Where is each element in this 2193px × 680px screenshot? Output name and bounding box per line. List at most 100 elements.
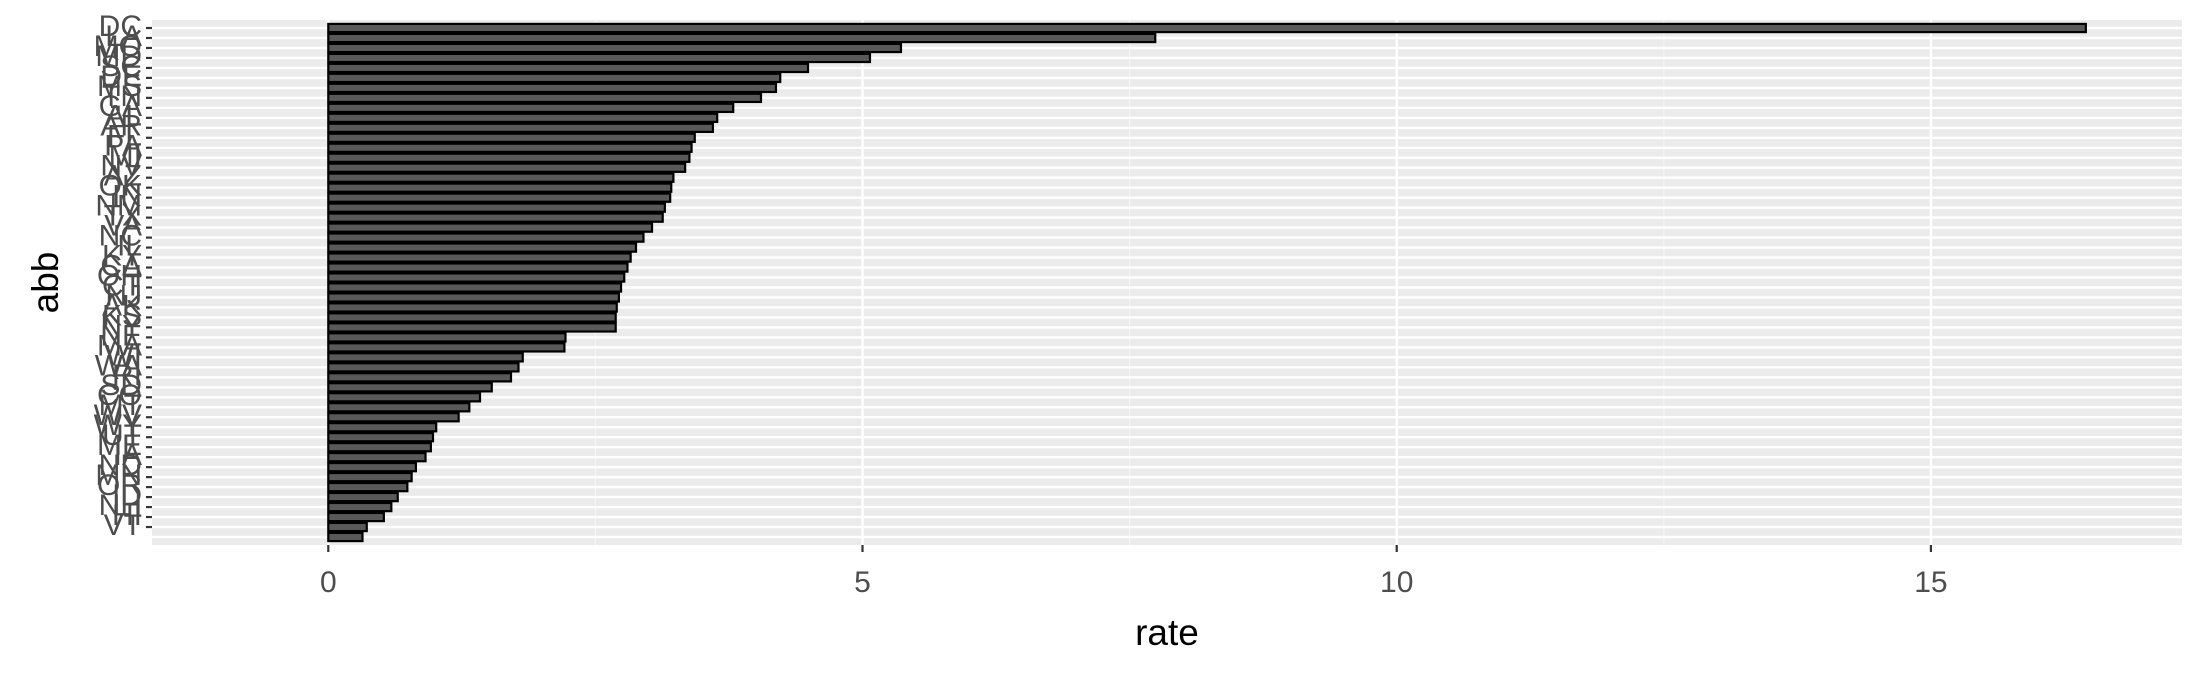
bar	[327, 461, 417, 473]
bar	[327, 451, 427, 463]
x-tick-label: 15	[1914, 566, 1947, 599]
bar	[327, 382, 493, 393]
bar	[327, 242, 638, 253]
bar	[327, 202, 666, 213]
bar	[327, 272, 626, 283]
y-tick-label: MA	[97, 329, 142, 362]
bar	[327, 362, 520, 373]
y-tick-label: HI	[112, 499, 142, 532]
y-tick-label: TN	[102, 80, 142, 113]
bar	[327, 441, 432, 453]
bar	[327, 501, 393, 513]
y-tick-label: WI	[105, 339, 142, 372]
bar	[327, 372, 513, 383]
y-tick-label: KY	[102, 239, 142, 272]
bar	[327, 132, 696, 143]
y-tick-label: DE	[100, 60, 142, 93]
y-tick-label: ID	[112, 479, 142, 512]
bar	[327, 332, 567, 343]
bar	[327, 42, 903, 54]
y-tick-label: CA	[100, 249, 142, 282]
y-tick-label: OH	[97, 259, 142, 292]
y-tick-label: NV	[100, 150, 142, 183]
y-tick-label: AR	[100, 110, 142, 143]
bar	[327, 62, 810, 74]
y-tick-label: UT	[102, 419, 142, 452]
y-tick-label: ME	[97, 429, 142, 462]
y-tick-label: IA	[114, 439, 142, 472]
bar	[327, 402, 471, 413]
bar	[327, 222, 654, 233]
y-tick-label: ND	[99, 449, 142, 482]
bar	[327, 92, 763, 104]
bar	[327, 342, 566, 353]
y-tick-label: NM	[95, 190, 142, 223]
y-tick-label: MI	[109, 140, 142, 173]
y-tick-label: SD	[100, 369, 142, 402]
y-tick-label: NY	[100, 309, 142, 342]
bar	[327, 481, 409, 493]
x-axis: 0 5 10 15	[320, 545, 1948, 599]
bar	[327, 232, 645, 243]
bar	[327, 72, 782, 84]
y-tick-label: MT	[99, 389, 142, 422]
bar	[327, 392, 482, 403]
y-tick-label: FL	[107, 120, 142, 153]
y-axis-title: abb	[25, 252, 66, 314]
y-tick-label: AL	[105, 100, 142, 133]
bar	[327, 292, 620, 303]
y-tick-label: RI	[112, 359, 142, 392]
y-tick-label: NH	[99, 489, 142, 522]
x-tick-label: 0	[320, 566, 337, 599]
y-tick-label: PA	[104, 130, 142, 163]
y-tick-label: CT	[102, 269, 142, 302]
bar	[327, 22, 2087, 34]
y-tick-label: LA	[105, 20, 142, 53]
y-tick-label: VT	[104, 509, 142, 542]
bar	[327, 82, 778, 94]
bar	[327, 322, 617, 333]
bar	[327, 312, 617, 323]
y-tick-label: KS	[102, 299, 142, 332]
bar	[327, 282, 623, 293]
y-tick-label: TX	[104, 200, 142, 233]
bar	[327, 262, 629, 273]
bar	[327, 122, 715, 133]
bar	[327, 192, 672, 203]
bar	[327, 102, 735, 114]
bar	[327, 412, 460, 423]
x-tick-label: 5	[854, 566, 871, 599]
bar	[327, 172, 675, 183]
bar	[327, 182, 673, 193]
y-tick-label: OR	[97, 469, 142, 502]
bar	[327, 252, 632, 263]
bar	[327, 511, 385, 523]
y-tick-label: AZ	[104, 160, 142, 193]
y-tick-label: MS	[97, 70, 142, 103]
y-tick-label: GA	[99, 90, 142, 123]
y-tick-label: MN	[95, 459, 142, 492]
y-tick-label: NC	[99, 220, 142, 253]
bar	[327, 422, 438, 433]
bar	[327, 32, 1157, 44]
bar	[327, 52, 872, 64]
y-tick-label: CO	[97, 379, 142, 412]
y-tick-label: MO	[94, 30, 142, 63]
bar	[327, 212, 664, 223]
y-tick-label: NJ	[105, 279, 142, 312]
bar	[327, 142, 693, 153]
y-tick-label: WA	[95, 349, 142, 382]
bar-series	[327, 22, 2087, 543]
x-axis-title: rate	[1135, 612, 1199, 653]
bar	[327, 162, 687, 173]
bar	[327, 521, 368, 533]
bar	[327, 352, 524, 363]
bar	[327, 531, 364, 543]
bar	[327, 152, 691, 163]
y-tick-label: DC	[99, 10, 142, 43]
y-tick-label: VA	[104, 210, 142, 243]
y-tick-label: NE	[100, 319, 142, 352]
bar	[327, 432, 435, 443]
